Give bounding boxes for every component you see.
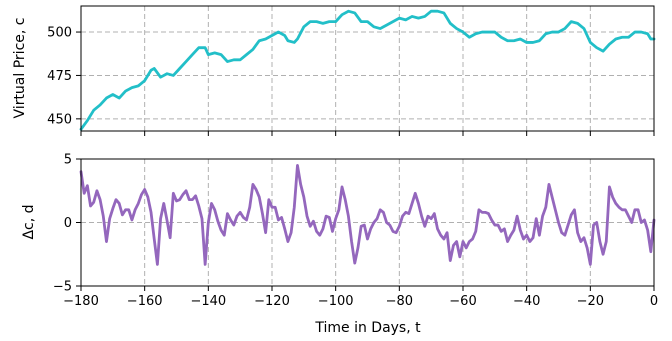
- delta-x-tick-label: −60: [449, 294, 476, 309]
- delta-x-tick-label: −120: [254, 294, 290, 309]
- price-y-tick-label: 450: [47, 112, 72, 127]
- delta-x-tick-label: −80: [386, 294, 413, 309]
- delta-x-tick-label: 0: [650, 294, 658, 309]
- price-y-axis-label: Virtual Price, c: [12, 18, 28, 119]
- delta-x-tick-label: −160: [127, 294, 163, 309]
- delta-y-tick-label: −5: [53, 280, 72, 295]
- delta-x-tick-label: −180: [63, 294, 99, 309]
- delta-panel: −180 −160 −140 −120 −100 −80 −60 −40 −20 0 −5 0 5: [53, 153, 658, 310]
- delta-x-tick-label: −40: [513, 294, 540, 309]
- x-axis-label: Time in Days, t: [314, 320, 421, 336]
- delta-x-tick-label: −20: [577, 294, 604, 309]
- delta-x-tick-label: −100: [318, 294, 354, 309]
- delta-x-tick-label: −140: [190, 294, 226, 309]
- delta-y-tick-label: 5: [64, 153, 72, 168]
- delta-series-line: [79, 163, 656, 266]
- price-plot-frame: [80, 5, 655, 132]
- price-series-line: [79, 9, 656, 131]
- price-y-tick-label: 475: [47, 69, 72, 84]
- delta-y-axis-label: Δc, d: [21, 204, 37, 239]
- delta-y-tick-label: 0: [64, 216, 72, 231]
- price-y-tick-label: 500: [47, 26, 72, 41]
- price-panel: 450 475 500: [47, 5, 656, 136]
